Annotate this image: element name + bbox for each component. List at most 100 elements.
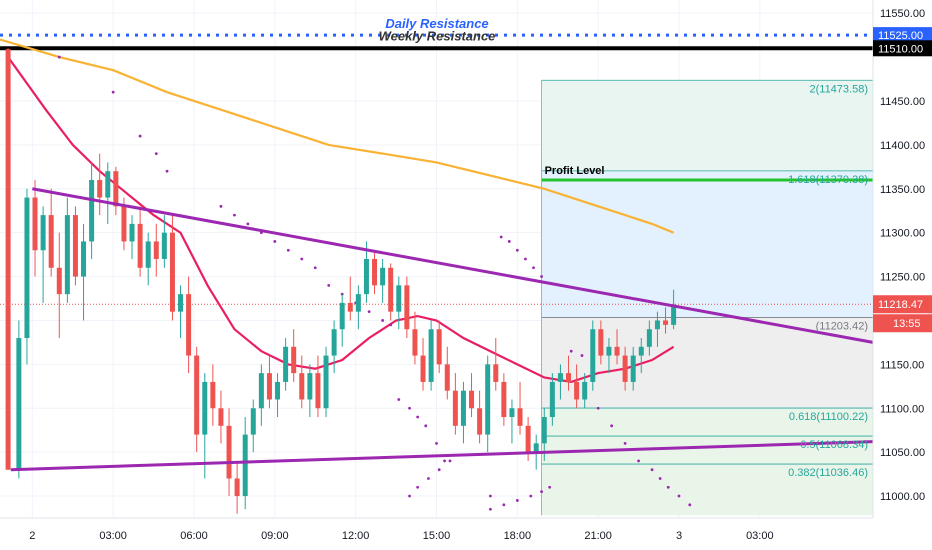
candle-up bbox=[64, 215, 70, 295]
candle-down bbox=[72, 215, 78, 277]
profit-level-label: Profit Level bbox=[545, 165, 605, 177]
psar-dot bbox=[435, 441, 438, 445]
candle-up bbox=[258, 373, 264, 409]
candle-up bbox=[24, 197, 30, 339]
candle-up bbox=[105, 171, 111, 198]
candle-down bbox=[404, 285, 410, 330]
candle-up bbox=[638, 346, 644, 356]
candle-up bbox=[654, 320, 660, 330]
daily-resistance-label: Daily Resistance bbox=[385, 16, 488, 31]
price-badge-background bbox=[873, 27, 932, 44]
candle-up bbox=[145, 241, 151, 268]
psar-dot bbox=[448, 459, 452, 463]
psar-dot bbox=[381, 319, 385, 322]
candle-down bbox=[420, 355, 426, 382]
candle-down bbox=[234, 478, 240, 497]
psar-dot bbox=[57, 55, 61, 59]
candle-up bbox=[646, 329, 652, 347]
candle-down bbox=[566, 373, 572, 382]
candle-up bbox=[250, 408, 256, 435]
candle-down bbox=[121, 206, 127, 242]
candle-up bbox=[129, 223, 135, 242]
psar-dot bbox=[416, 485, 420, 489]
psar-dot bbox=[273, 240, 277, 243]
daily-resistance-price-badge: 11525.00 bbox=[878, 30, 923, 42]
price-tick-label: 11350.00 bbox=[880, 184, 925, 196]
candle-up bbox=[283, 346, 289, 382]
time-tick-label: 18:00 bbox=[504, 530, 532, 542]
candle-down bbox=[388, 267, 394, 312]
psar-dot bbox=[286, 248, 290, 252]
candle-down bbox=[169, 232, 175, 312]
price-axis[interactable]: 11000.0011050.0011100.0011150.0011200.00… bbox=[872, 0, 932, 550]
candle-down bbox=[412, 329, 418, 356]
price-tick-label: 11050.00 bbox=[880, 447, 925, 459]
current-price-badge-background bbox=[873, 295, 932, 314]
candle-down bbox=[113, 171, 119, 207]
ma-orange-line bbox=[0, 38, 675, 234]
candle-down bbox=[477, 408, 483, 435]
candle-down bbox=[153, 241, 159, 259]
psar-dot bbox=[111, 90, 115, 94]
psar-dot bbox=[515, 248, 519, 252]
psar-dot bbox=[637, 459, 640, 463]
current-price-badge: 11218.47 bbox=[878, 299, 923, 311]
candle-down bbox=[315, 373, 321, 409]
countdown-badge-background bbox=[873, 314, 932, 333]
candle-up bbox=[355, 294, 361, 312]
candle-up bbox=[339, 302, 345, 330]
time-axis-background bbox=[0, 518, 932, 550]
psar-dot bbox=[327, 283, 331, 287]
candle-up bbox=[178, 294, 184, 312]
psar-dot bbox=[427, 477, 430, 480]
countdown-badge: 13:55 bbox=[893, 318, 921, 330]
psar-dot bbox=[219, 204, 223, 208]
candle-up bbox=[549, 381, 555, 418]
candle-down bbox=[218, 408, 224, 426]
candle-down bbox=[299, 373, 305, 400]
candle-up bbox=[16, 338, 22, 470]
candle-down bbox=[501, 381, 507, 418]
time-tick-label: 21:00 bbox=[584, 530, 612, 542]
fib-level-label: 0.5(11068.34) bbox=[800, 439, 868, 451]
candle-down bbox=[347, 302, 353, 312]
psar-dot bbox=[154, 152, 158, 156]
time-axis[interactable]: 2 03:00 06:00 09:00 12:00 15:00 18:00 21:00 3 03:… bbox=[0, 517, 932, 550]
psar-dot bbox=[502, 503, 506, 507]
fib-level-label: 0.618(11100.22) bbox=[789, 411, 868, 423]
psar-dot bbox=[443, 459, 446, 463]
price-badge-background bbox=[873, 40, 932, 57]
candle-down bbox=[266, 373, 272, 400]
candle-up bbox=[380, 267, 386, 286]
candle-up bbox=[275, 381, 281, 400]
candle-up bbox=[671, 304, 677, 325]
candle-up bbox=[509, 408, 515, 418]
time-tick-label: 12:00 bbox=[342, 530, 370, 542]
candle-down bbox=[517, 408, 523, 426]
candle-down bbox=[493, 364, 499, 382]
trendline-lower bbox=[10, 440, 874, 472]
candle-up bbox=[396, 285, 402, 312]
psar-dot bbox=[499, 235, 503, 239]
candle-down bbox=[5, 49, 11, 470]
candle-up bbox=[428, 329, 434, 382]
candle-down bbox=[56, 267, 62, 295]
candle-up bbox=[40, 215, 46, 251]
psar-dot bbox=[367, 310, 371, 314]
candlesticks bbox=[5, 48, 677, 514]
candle-down bbox=[525, 425, 531, 453]
fib-level-label: 0.382(11036.46) bbox=[788, 467, 868, 479]
candle-down bbox=[622, 355, 628, 382]
price-tick-label: 11000.00 bbox=[880, 491, 925, 503]
candle-up bbox=[323, 355, 329, 409]
candle-up bbox=[81, 241, 87, 277]
candle-down bbox=[436, 329, 442, 365]
candle-down bbox=[97, 179, 103, 198]
psar-dot bbox=[488, 507, 492, 511]
psar-dot bbox=[532, 266, 535, 270]
psar-dot bbox=[416, 415, 420, 419]
candle-up bbox=[485, 364, 491, 435]
time-tick-label: 09:00 bbox=[261, 530, 289, 542]
